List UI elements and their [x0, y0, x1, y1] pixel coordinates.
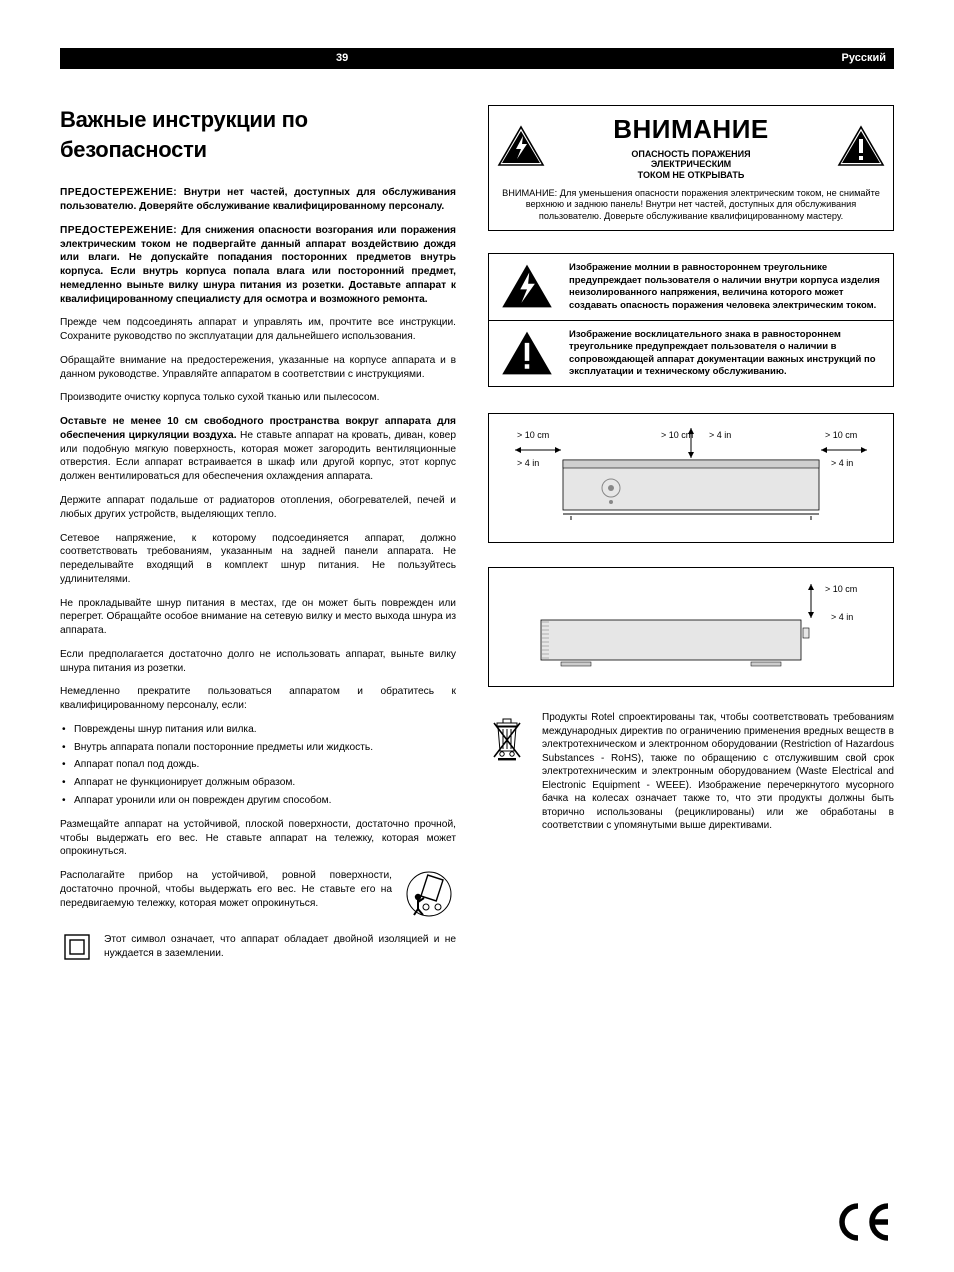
para-heat: Держите аппарат подальше от радиаторов о…	[60, 494, 456, 522]
page-number: 39	[336, 51, 348, 66]
damage-list: Повреждены шнур питания или вилка. Внутр…	[60, 723, 456, 808]
para-stop: Немедленно прекратите пользоваться аппар…	[60, 685, 456, 713]
para-placement-2: Располагайте прибор на устойчивой, ровно…	[60, 869, 392, 910]
bang-explain-text: Изображение восклицательного знака в рав…	[569, 329, 885, 378]
bolt-explain-row: Изображение молнии в равностороннем треу…	[488, 253, 894, 320]
left-column: Важные инструкции по безопасности ПРЕДОС…	[60, 105, 456, 961]
clearance-diagram-side: > 10 cm > 4 in	[488, 567, 894, 687]
warning-2: ПРЕДОСТЕРЕЖЕНИЕ: Для снижения опасности …	[60, 224, 456, 307]
bang-explain-row: Изображение восклицательного знака в рав…	[488, 321, 894, 387]
para-cord: Не прокладывайте шнур питания в местах, …	[60, 597, 456, 638]
cart-tip-icon	[402, 869, 456, 919]
double-insulation-row: Этот символ означает, что аппарат облада…	[60, 933, 456, 961]
caution-note: ВНИМАНИЕ: Для уменьшения опасности пораж…	[497, 188, 885, 223]
svg-text:> 4 in: > 4 in	[709, 430, 731, 440]
double-insulation-icon	[60, 933, 94, 961]
para-voltage: Сетевое напряжение, к которому подсоедин…	[60, 532, 456, 587]
para-ventilation: Оставьте не менее 10 см свободного прост…	[60, 415, 456, 484]
svg-text:> 10 cm: > 10 cm	[825, 430, 857, 440]
clearance-diagram-front: > 10 cm > 4 in > 10 cm > 4 in > 10 cm > …	[488, 413, 894, 543]
clearance-label: > 10 cm	[517, 430, 549, 440]
right-column: ВНИМАНИЕ ОПАСНОСТЬ ПОРАЖЕНИЯ ЭЛЕКТРИЧЕСК…	[488, 105, 894, 961]
cart-warning-row: Располагайте прибор на устойчивой, ровно…	[60, 869, 456, 919]
page-header: 39 Русский	[60, 48, 894, 69]
weee-bin-icon	[488, 711, 526, 761]
list-item: Аппарат не функционирует должным образом…	[60, 776, 456, 790]
svg-text:> 10 cm: > 10 cm	[661, 430, 693, 440]
svg-text:> 10 cm: > 10 cm	[825, 584, 857, 594]
list-item: Аппарат уронили или он поврежден другим …	[60, 794, 456, 808]
exclamation-triangle-icon	[837, 125, 885, 167]
caution-box: ВНИМАНИЕ ОПАСНОСТЬ ПОРАЖЕНИЯ ЭЛЕКТРИЧЕСК…	[488, 105, 894, 232]
page-title: Важные инструкции по безопасности	[60, 105, 456, 164]
list-item: Внутрь аппарата попали посторонние предм…	[60, 741, 456, 755]
warning-1: ПРЕДОСТЕРЕЖЕНИЕ: Внутри нет частей, дост…	[60, 186, 456, 214]
weee-text: Продукты Rotel спроектированы так, чтобы…	[542, 711, 894, 833]
svg-text:> 4 in: > 4 in	[831, 612, 853, 622]
caution-word: ВНИМАНИЕ	[557, 112, 825, 147]
svg-text:> 4 in: > 4 in	[517, 458, 539, 468]
bolt-triangle-icon	[497, 262, 557, 310]
para-unplug: Если предполагается достаточно долго не …	[60, 648, 456, 676]
para-clean: Производите очистку корпуса только сухой…	[60, 391, 456, 405]
list-item: Повреждены шнур питания или вилка.	[60, 723, 456, 737]
para-placement-1: Размещайте аппарат на устойчивой, плоско…	[60, 818, 456, 859]
weee-row: Продукты Rotel спроектированы так, чтобы…	[488, 711, 894, 833]
exclamation-triangle-icon	[497, 329, 557, 377]
bolt-triangle-icon	[497, 125, 545, 167]
bolt-explain-text: Изображение молнии в равностороннем треу…	[569, 262, 885, 311]
list-item: Аппарат попал под дождь.	[60, 758, 456, 772]
para-heed: Обращайте внимание на предостережения, у…	[60, 354, 456, 382]
caution-lines: ОПАСНОСТЬ ПОРАЖЕНИЯ ЭЛЕКТРИЧЕСКИМ ТОКОМ …	[557, 149, 825, 180]
para-double-insulation: Этот символ означает, что аппарат облада…	[104, 933, 456, 961]
para-read: Прежде чем подсоединять аппарат и управл…	[60, 316, 456, 344]
ce-mark-icon	[838, 1202, 894, 1242]
page-language: Русский	[842, 51, 886, 66]
svg-text:> 4 in: > 4 in	[831, 458, 853, 468]
